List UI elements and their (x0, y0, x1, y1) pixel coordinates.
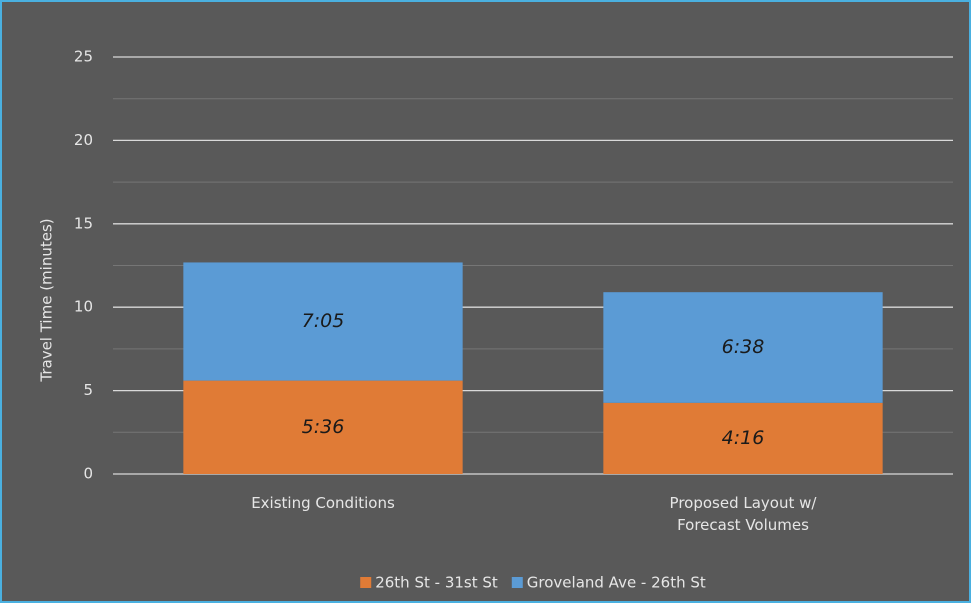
bar-segment (603, 402, 883, 474)
data-label: 6:38 (722, 336, 765, 358)
bar-segment (183, 380, 463, 474)
legend-swatch (511, 577, 523, 588)
bar-segment (183, 262, 463, 381)
data-label: 5:36 (302, 416, 345, 438)
x-tick-label: Existing Conditions (251, 494, 395, 512)
legend-swatch (360, 577, 372, 588)
y-tick-label: 20 (74, 131, 93, 149)
legend: 26th St - 31st St Groveland Ave - 26th St (360, 574, 706, 592)
y-tick-label: 0 (83, 465, 93, 483)
y-tick-label: 15 (74, 214, 93, 232)
data-label: 7:05 (302, 310, 345, 332)
y-axis-title: Travel Time (minutes) (38, 218, 56, 382)
y-tick-label: 5 (83, 381, 93, 399)
bar-segment (603, 292, 883, 403)
y-tick-label: 10 (74, 298, 93, 316)
legend-label: 26th St - 31st St (375, 574, 498, 592)
data-label: 4:16 (722, 427, 765, 449)
y-tick-label: 25 (74, 48, 93, 66)
x-tick-label: Proposed Layout w/ Forecast Volumes (669, 494, 817, 534)
legend-label: Groveland Ave - 26th St (527, 574, 706, 592)
